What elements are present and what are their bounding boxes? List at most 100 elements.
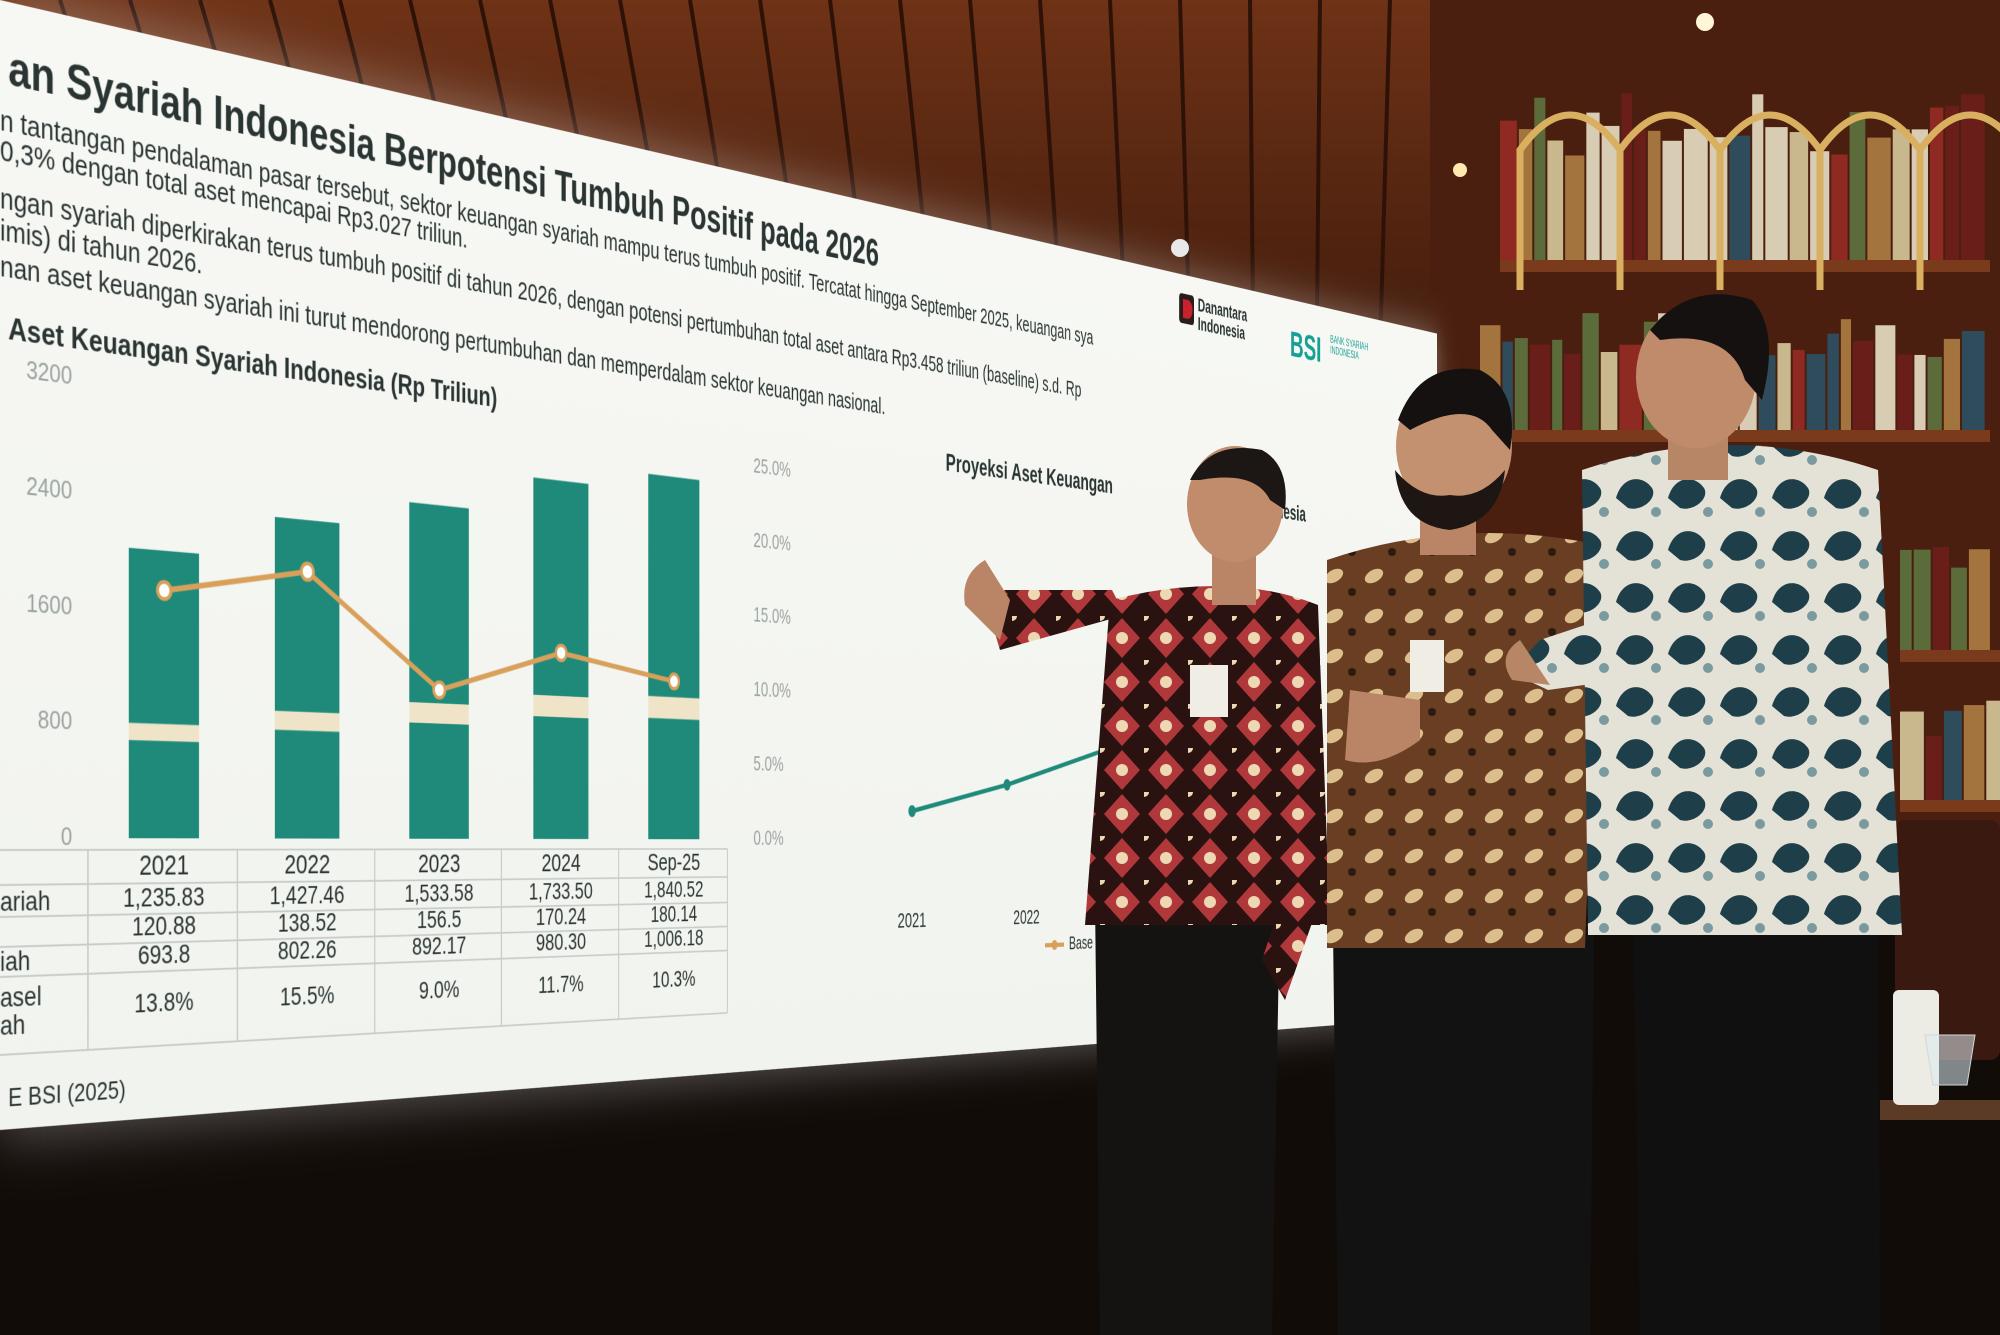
book-spine bbox=[1943, 338, 1960, 430]
bar-segment bbox=[648, 473, 700, 699]
bar-segment bbox=[128, 722, 200, 743]
ceiling-lamp bbox=[1453, 163, 1467, 177]
chart-title-tail: nesia bbox=[1276, 498, 1306, 527]
y2-tick-label: 15.0% bbox=[753, 603, 790, 629]
book-spine bbox=[1621, 93, 1633, 260]
shelf-board bbox=[1900, 650, 2000, 662]
book-spine bbox=[1792, 349, 1805, 430]
table-cell: 13.8% bbox=[134, 988, 193, 1020]
book-spine bbox=[1765, 127, 1788, 261]
legend-label: Base bbox=[1069, 932, 1093, 953]
growth-point bbox=[434, 682, 445, 698]
source-note: E BSI (2025) bbox=[8, 1076, 125, 1113]
book-spine bbox=[1913, 549, 1931, 650]
table-row-label: iah bbox=[0, 945, 31, 977]
bar-segment bbox=[648, 695, 700, 720]
book-spine bbox=[1547, 140, 1564, 260]
shelf-board bbox=[1480, 430, 1990, 442]
book-spine bbox=[1752, 94, 1764, 261]
camera bbox=[1171, 239, 1189, 257]
table-cell: 138.52 bbox=[278, 909, 337, 938]
book-spine bbox=[1932, 546, 1950, 650]
y2-tick-label: 25.0% bbox=[753, 454, 790, 482]
table-header: 2021 bbox=[139, 849, 189, 881]
book-spine bbox=[1951, 567, 1967, 650]
book-spine bbox=[1925, 736, 1943, 800]
chart-title: Proyeksi Aset Keuangan bbox=[946, 448, 1113, 499]
book-spine bbox=[1900, 549, 1912, 650]
glass bbox=[1924, 1034, 1976, 1086]
bar-segment bbox=[648, 717, 700, 840]
book-spine bbox=[1716, 314, 1738, 430]
y-tick-label: 1600 bbox=[26, 589, 72, 621]
book-spine bbox=[1900, 711, 1924, 800]
book-spine bbox=[1986, 700, 2000, 800]
table-cell: 156.5 bbox=[417, 907, 461, 935]
bar-segment bbox=[274, 516, 340, 714]
book-spine bbox=[1601, 125, 1620, 260]
table-header: Sep-25 bbox=[648, 848, 701, 876]
table-cell: 1,533.58 bbox=[404, 880, 473, 908]
ceiling-lamp bbox=[1696, 13, 1714, 31]
bar-segment bbox=[409, 702, 469, 725]
bar-segment bbox=[274, 710, 340, 732]
book-spine bbox=[1634, 129, 1646, 260]
growth-point bbox=[301, 563, 313, 580]
book-spine bbox=[1658, 313, 1678, 430]
book-spine bbox=[1806, 354, 1826, 430]
book-spine bbox=[1961, 331, 1985, 430]
table-cell: 1,235.83 bbox=[123, 883, 204, 913]
bookcase-arch bbox=[1916, 111, 2000, 290]
book-spine bbox=[1929, 107, 1944, 260]
book-spine bbox=[1529, 344, 1551, 430]
book-spine bbox=[1945, 105, 1960, 260]
table-cell: 892.17 bbox=[412, 933, 466, 961]
projection-point bbox=[1003, 778, 1011, 791]
bsi-logo: BSI bbox=[1290, 323, 1321, 370]
book-spine bbox=[1514, 338, 1528, 430]
projection-line bbox=[912, 715, 1205, 814]
book-spine bbox=[1619, 344, 1642, 430]
book-spine bbox=[1777, 343, 1791, 430]
legend-marker-dot bbox=[1051, 939, 1058, 951]
bar-segment bbox=[533, 477, 589, 698]
book-spine bbox=[1480, 325, 1501, 430]
table-cell: 11.7% bbox=[538, 971, 583, 999]
table-header: 2022 bbox=[284, 848, 330, 879]
y-tick-label: 0 bbox=[61, 823, 72, 852]
growth-point bbox=[158, 581, 171, 599]
bar-segment bbox=[128, 547, 200, 726]
bookcase-arch bbox=[1616, 111, 1724, 290]
book-spine bbox=[1961, 94, 1985, 261]
book-spine bbox=[1582, 313, 1599, 430]
table-cell: 180.14 bbox=[651, 902, 698, 928]
projection-point bbox=[908, 805, 916, 818]
x-tick-label: 2022 bbox=[1013, 907, 1039, 929]
book-spine bbox=[1500, 120, 1517, 261]
books bbox=[1480, 93, 2000, 812]
growth-point bbox=[669, 674, 679, 689]
book-spine bbox=[1944, 710, 1962, 800]
book-spine bbox=[1849, 111, 1866, 260]
book-spine bbox=[1679, 349, 1701, 430]
book-spine bbox=[1586, 112, 1600, 260]
book-spine bbox=[1552, 339, 1563, 430]
book-spine bbox=[1643, 321, 1657, 430]
bookcase-arch bbox=[1816, 111, 1924, 290]
book-spine bbox=[1758, 355, 1776, 430]
book-spine bbox=[1647, 130, 1661, 260]
tissue-box bbox=[1893, 990, 1939, 1105]
book-spine bbox=[1600, 351, 1618, 430]
book-spine bbox=[1729, 135, 1751, 260]
table-header: 2024 bbox=[541, 848, 580, 877]
book-spine bbox=[1739, 355, 1757, 430]
table-cell: 802.26 bbox=[278, 936, 337, 966]
book-spine bbox=[1565, 155, 1585, 260]
table-cell: 9.0% bbox=[419, 976, 459, 1004]
book-spine bbox=[1662, 140, 1682, 260]
bar-segment bbox=[409, 722, 469, 839]
book-spine bbox=[1840, 319, 1851, 430]
book-spine bbox=[1789, 132, 1809, 260]
y2-tick-label: 10.0% bbox=[753, 678, 790, 703]
